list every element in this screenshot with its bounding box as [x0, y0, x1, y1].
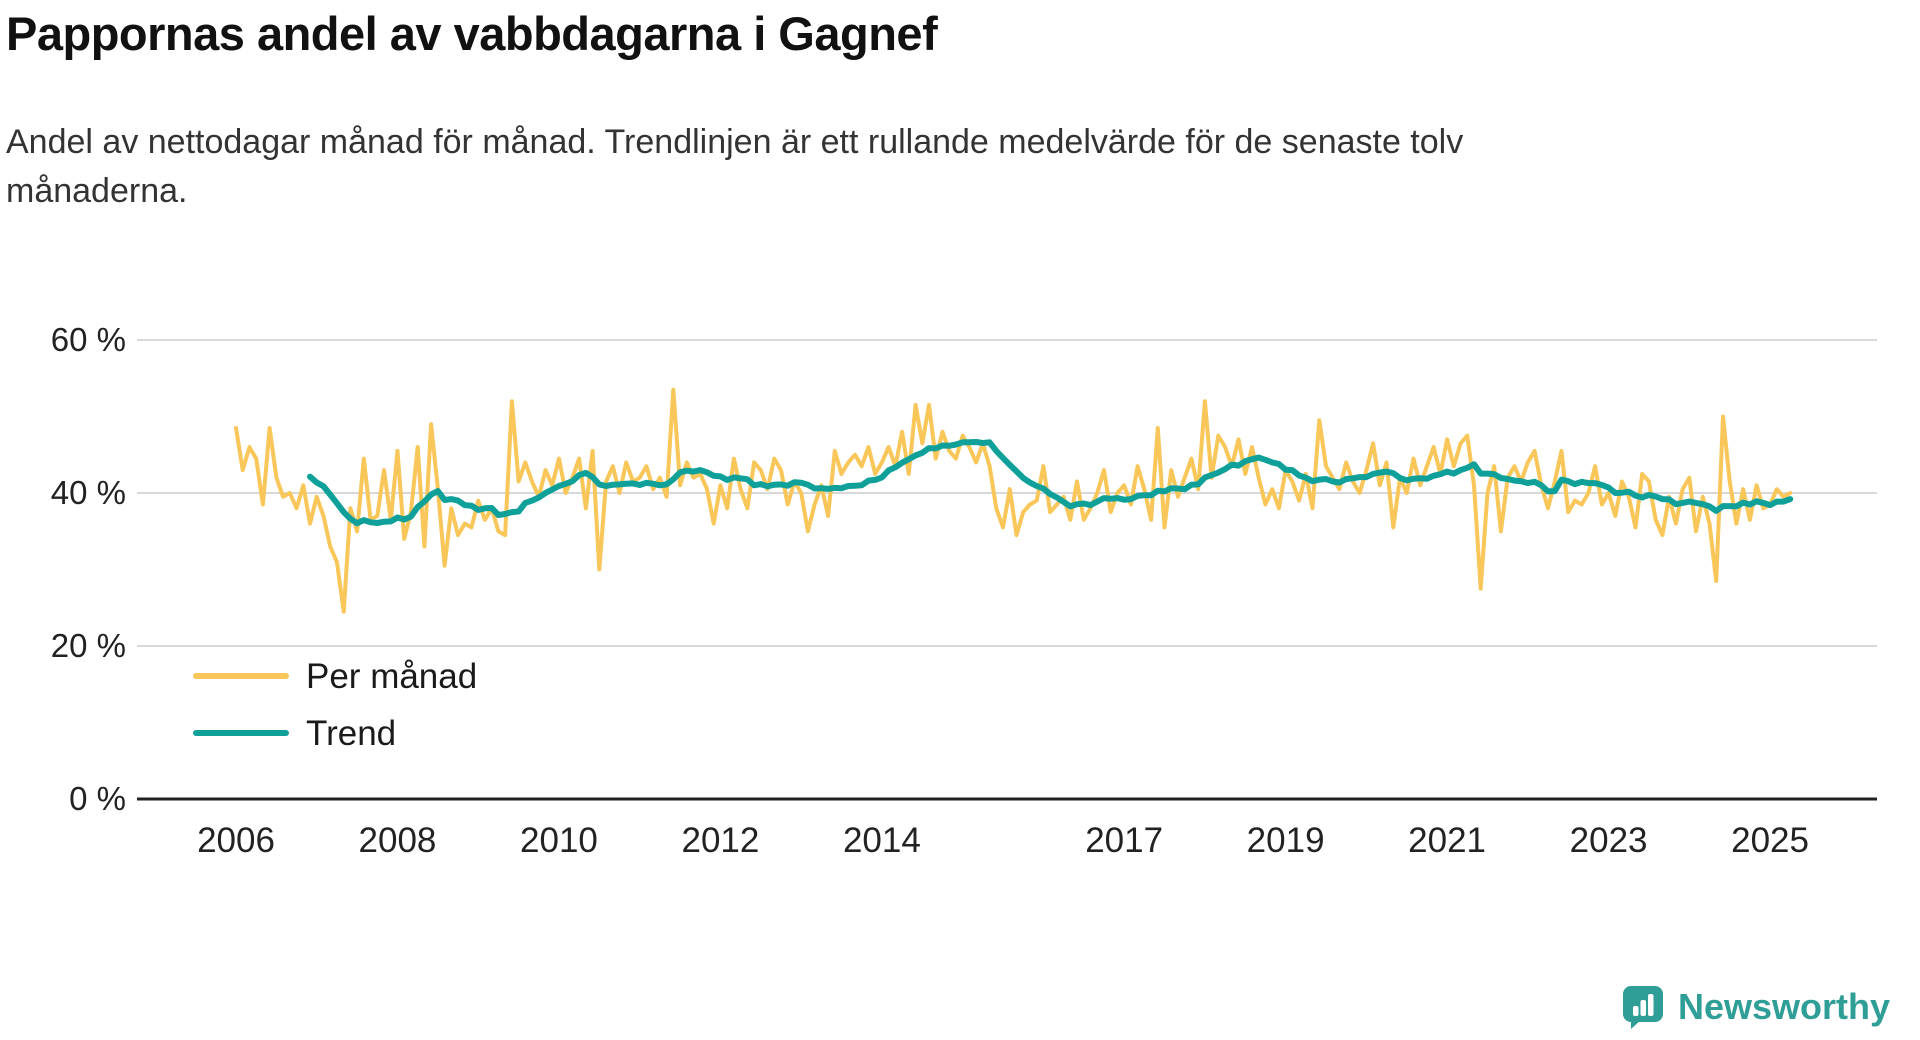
- brand-name: Newsworthy: [1677, 986, 1890, 1027]
- branding-footer: Newsworthy: [1620, 984, 1890, 1030]
- per-manad-line: [234, 387, 1793, 614]
- x-axis-tick-label: 2006: [197, 821, 275, 860]
- x-axis-tick-label: 2017: [1085, 821, 1163, 860]
- trend-line: [307, 439, 1794, 527]
- x-axis-tick-label: 2025: [1731, 821, 1809, 860]
- x-axis-tick-label: 2010: [520, 821, 598, 860]
- x-axis-tick-label: 2014: [843, 821, 921, 860]
- x-axis-tick-label: 2021: [1408, 821, 1486, 860]
- legend-label: Trend: [306, 714, 396, 753]
- line-chart: 0 % 20 % 40 % 60 % 2006 2008 2010 2012 2014 2017 2…: [0, 290, 1920, 870]
- legend-label: Per månad: [306, 657, 477, 696]
- line-chart-svg: 0 % 20 % 40 % 60 % 2006 2008 2010 2012 2014 2017 2…: [51, 321, 1877, 860]
- chart-subtitle: Andel av nettodagar månad för månad. Tre…: [6, 123, 1464, 210]
- y-axis-tick-label: 60 %: [51, 321, 126, 358]
- y-axis-tick-label: 40 %: [51, 474, 126, 511]
- x-axis-tick-label: 2023: [1570, 821, 1648, 860]
- page-title: Pappornas andel av vabbdagarna i Gagnef: [6, 7, 938, 60]
- y-axis-tick-label: 20 %: [51, 627, 126, 664]
- x-axis-tick-label: 2008: [359, 821, 437, 860]
- x-axis-tick-label: 2012: [682, 821, 760, 860]
- y-axis-tick-label: 0 %: [69, 780, 126, 817]
- x-axis-tick-label: 2019: [1247, 821, 1325, 860]
- bar-chart-logo-icon: [1622, 986, 1663, 1029]
